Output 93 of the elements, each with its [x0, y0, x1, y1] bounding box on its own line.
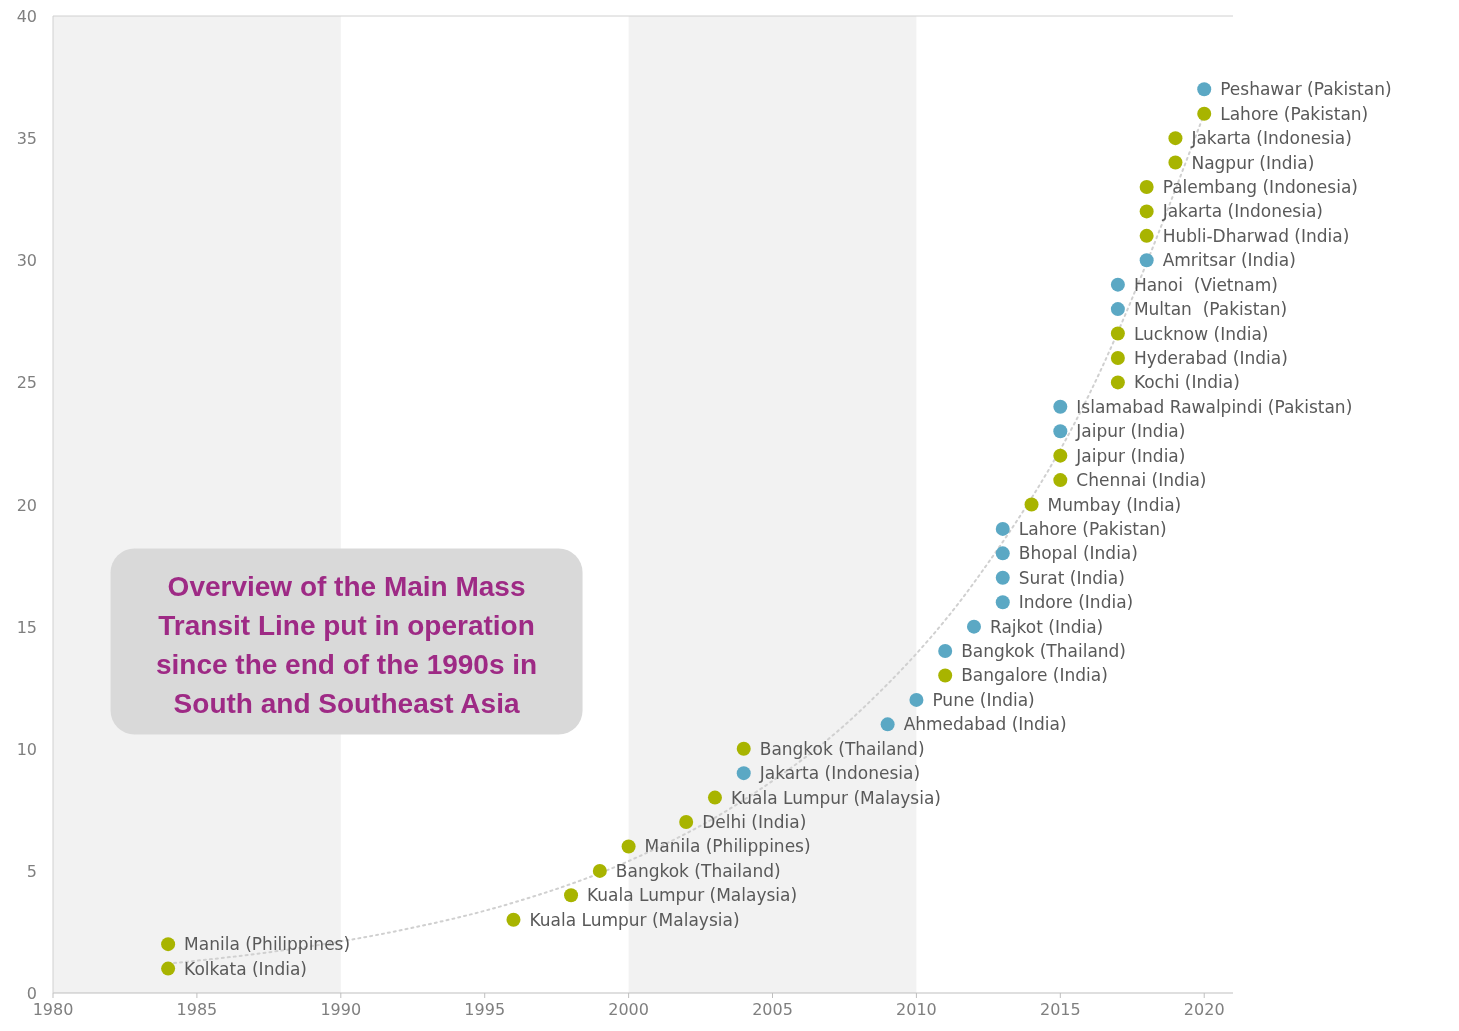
- annotation: Chennai (India): [1076, 470, 1207, 491]
- point: [161, 961, 176, 976]
- point: [1139, 204, 1154, 219]
- point: [679, 815, 694, 830]
- annotation: Bangkok (Thailand): [759, 738, 925, 759]
- y-tick-label: 10: [16, 739, 37, 759]
- x-tick-label: 1980: [32, 1000, 74, 1019]
- point: [736, 741, 751, 756]
- annotation: Kuala Lumpur (Malaysia): [730, 787, 942, 808]
- point: [1053, 424, 1068, 439]
- annotation: Kuala Lumpur (Malaysia): [587, 885, 798, 906]
- annotation: Lucknow (India): [1133, 323, 1269, 344]
- point: [1053, 473, 1068, 488]
- point: [995, 521, 1010, 536]
- point: [995, 595, 1010, 610]
- point: [1139, 228, 1154, 243]
- text: Overview of the Main Mass Transit Line put in operation since the end of the 1990s in South and Southeast Asia: [155, 571, 538, 720]
- point: [1024, 497, 1039, 512]
- annotation: Jakarta (Indonesia): [1190, 128, 1352, 149]
- point: [736, 766, 751, 781]
- annotation: Delhi (India): [702, 812, 807, 833]
- annotation: Surat (India): [1018, 567, 1125, 588]
- annotation: Bangalore (India): [961, 665, 1108, 686]
- annotation: Islamabad Rawalpindi (Pakistan): [1076, 396, 1353, 417]
- y-tick-label: 5: [26, 861, 37, 881]
- annotation: Multan (Pakistan): [1133, 299, 1288, 320]
- annotation: Manila (Philippines): [184, 934, 351, 955]
- point: [1168, 155, 1183, 170]
- y-tick-label: 35: [16, 129, 37, 149]
- point: [1168, 131, 1183, 146]
- y-tick-label: 40: [16, 7, 37, 26]
- x-tick-label: 2010: [896, 1000, 937, 1019]
- point: [1053, 448, 1068, 463]
- annotation: Amritsar (India): [1162, 250, 1296, 271]
- point: [564, 888, 579, 903]
- annotation: Jakarta (Indonesia): [758, 763, 921, 784]
- annotation: Mumbay (India): [1047, 494, 1182, 515]
- point: [1110, 277, 1125, 292]
- point: [1110, 326, 1125, 341]
- point: [966, 619, 981, 634]
- annotation: Peshawar (Pakistan): [1220, 79, 1392, 100]
- annotation: Hyderabad (India): [1133, 347, 1288, 368]
- annotation: Bhopal (India): [1018, 543, 1138, 564]
- annotation: Palembang (Indonesia): [1162, 176, 1358, 197]
- annotation: Rajkot (India): [989, 616, 1104, 637]
- annotation: Pune (India): [932, 689, 1035, 710]
- y-tick-label: 25: [16, 373, 37, 393]
- point: [995, 546, 1010, 561]
- point: [506, 912, 521, 927]
- annotation: Indore (India): [1018, 592, 1134, 613]
- point: [621, 839, 636, 854]
- point: [1197, 82, 1212, 97]
- x-tick-label: 2000: [608, 1000, 649, 1019]
- point: [938, 644, 953, 659]
- point: [909, 692, 924, 707]
- y-tick-label: 20: [16, 495, 37, 515]
- point: [938, 668, 953, 683]
- annotation: Bangkok (Thailand): [615, 860, 781, 881]
- point: [1110, 350, 1125, 365]
- annotation: Hanoi (Vietnam): [1133, 274, 1278, 295]
- annotation: Ahmedabad (India): [903, 714, 1067, 735]
- y-tick-label: 30: [16, 251, 37, 271]
- annotation: Jaipur (India): [1075, 445, 1186, 466]
- y-tick-label: 15: [16, 617, 37, 637]
- annotation: Lahore (Pakistan): [1018, 518, 1167, 539]
- x-tick-label: 2015: [1039, 1000, 1081, 1019]
- point: [995, 570, 1010, 585]
- point: [1139, 179, 1154, 194]
- x-tick-label: 1990: [320, 1000, 362, 1019]
- annotation: Kolkata (India): [184, 958, 307, 979]
- annotation: Bangkok (Thailand): [961, 641, 1127, 662]
- annotation: Jakarta (Indonesia): [1161, 201, 1324, 222]
- y-tick-label: 0: [26, 984, 37, 1003]
- point: [880, 717, 895, 732]
- point: [1110, 375, 1125, 390]
- x-tick-label: 1995: [464, 1000, 506, 1019]
- annotation: Kochi (India): [1133, 372, 1240, 393]
- x-tick-label: 2020: [1183, 1000, 1225, 1019]
- point: [1110, 302, 1125, 317]
- annotation: Kuala Lumpur (Malaysia): [529, 909, 740, 930]
- annotation: Hubli-Dharwad (India): [1162, 225, 1350, 246]
- x-tick-label: 1985: [176, 1000, 218, 1019]
- point: [1197, 106, 1212, 121]
- x-tick-label: 2005: [752, 1000, 793, 1019]
- annotation: Jaipur (India): [1075, 421, 1186, 442]
- point: [1053, 399, 1068, 414]
- annotation: Lahore (Pakistan): [1220, 103, 1369, 124]
- point: [707, 790, 722, 805]
- annotation: Manila (Philippines): [644, 836, 811, 857]
- point: [1139, 253, 1154, 268]
- point: [592, 863, 607, 878]
- point: [161, 937, 176, 952]
- annotation: Nagpur (India): [1191, 152, 1315, 173]
